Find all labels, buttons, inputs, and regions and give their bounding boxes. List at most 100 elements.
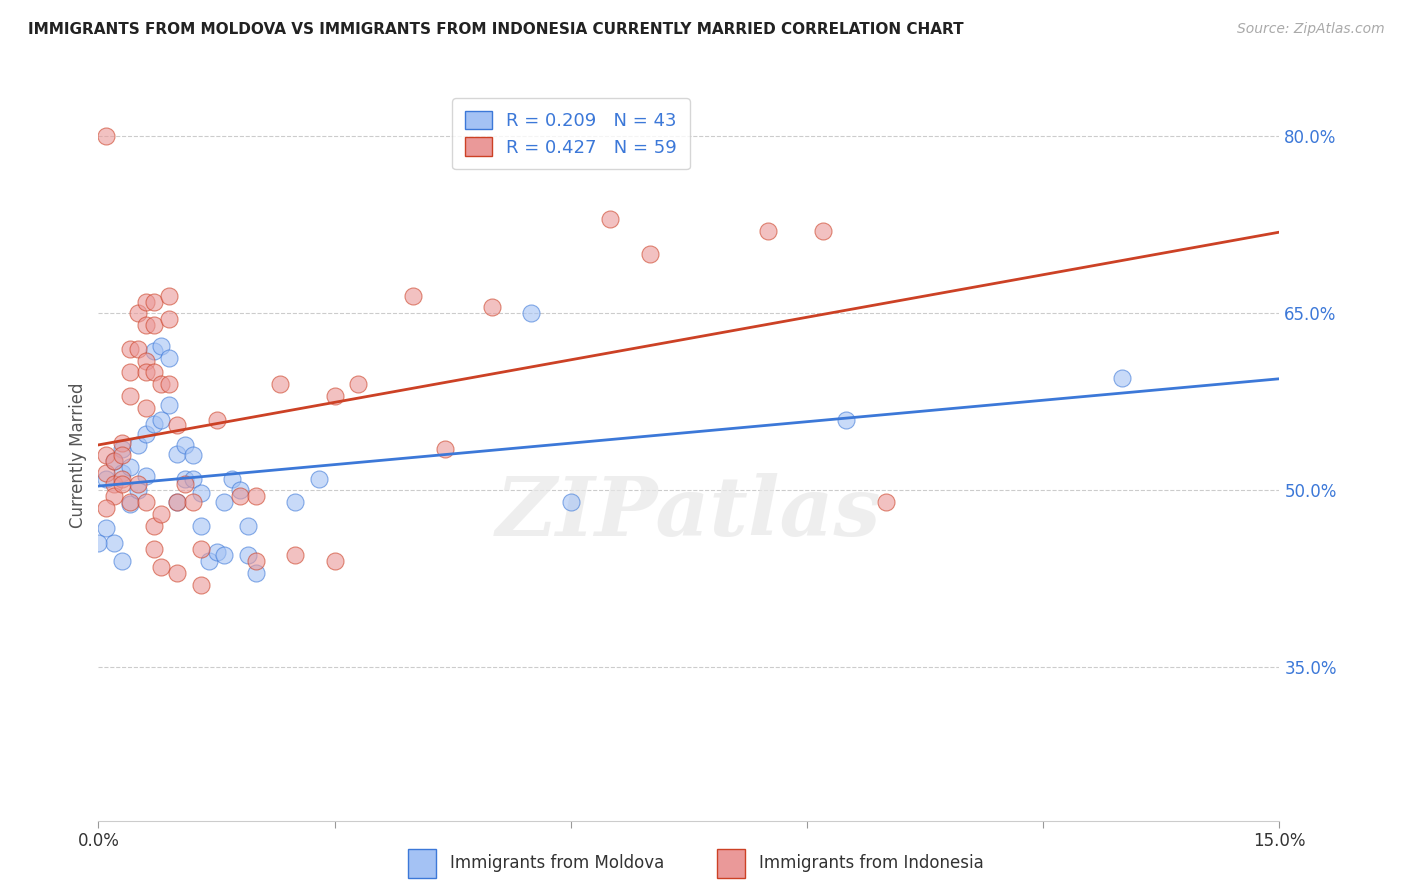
Point (111, 477, 134, 491)
Bar (408, 849, 436, 878)
Text: Immigrants from Indonesia: Immigrants from Indonesia (759, 855, 984, 872)
Point (835, 412, 858, 426)
Point (236, 548, 259, 562)
Point (811, 224, 834, 238)
Point (118, 365, 141, 379)
Point (181, 448, 204, 462)
Point (118, 495, 141, 509)
Point (229, 483, 252, 498)
Point (236, 518, 259, 533)
Point (150, 560, 173, 574)
Point (166, 447, 188, 461)
Point (142, 318, 165, 333)
Point (142, 365, 165, 379)
Point (118, 389, 141, 403)
Point (245, 489, 267, 503)
Point (150, 412, 173, 426)
Point (433, 442, 456, 456)
Point (96, 501, 118, 516)
Point (174, 438, 197, 452)
Point (638, 247, 661, 261)
Point (142, 417, 165, 432)
Point (150, 339, 173, 353)
Legend: R = 0.209   N = 43, R = 0.427   N = 59: R = 0.209 N = 43, R = 0.427 N = 59 (453, 98, 689, 169)
Point (347, 377, 370, 392)
Point (118, 459, 141, 474)
Point (111, 442, 134, 456)
Y-axis label: Currently Married: Currently Married (69, 382, 87, 528)
Point (96, 521, 118, 535)
Text: ZIPatlas: ZIPatlas (496, 474, 882, 553)
Point (103, 489, 125, 503)
Point (135, 469, 157, 483)
Point (181, 471, 204, 485)
Text: Source: ZipAtlas.com: Source: ZipAtlas.com (1237, 22, 1385, 37)
Point (875, 495, 897, 509)
Point (150, 377, 173, 392)
Point (245, 566, 267, 580)
Point (284, 548, 307, 562)
Point (103, 454, 125, 468)
Point (599, 211, 621, 226)
Point (103, 454, 125, 468)
Text: IMMIGRANTS FROM MOLDOVA VS IMMIGRANTS FROM INDONESIA CURRENTLY MARRIED CORRELATI: IMMIGRANTS FROM MOLDOVA VS IMMIGRANTS FR… (28, 22, 963, 37)
Point (284, 495, 307, 509)
Point (157, 312, 180, 326)
Point (135, 495, 157, 509)
Point (111, 471, 134, 485)
Point (1111, 371, 1133, 385)
Point (221, 471, 243, 485)
Point (205, 544, 228, 558)
Point (96, 129, 118, 144)
Point (142, 294, 165, 309)
Point (135, 318, 157, 333)
Point (96, 448, 118, 462)
Point (135, 353, 157, 368)
Point (96, 466, 118, 480)
Point (520, 306, 543, 320)
Point (269, 377, 291, 392)
Point (127, 477, 149, 491)
Point (229, 489, 252, 503)
Point (142, 344, 165, 359)
Bar (717, 849, 745, 878)
Point (181, 495, 204, 509)
Point (96, 471, 118, 485)
Point (323, 554, 346, 568)
Point (166, 495, 188, 509)
Point (174, 477, 197, 491)
Point (127, 306, 149, 320)
Point (214, 495, 236, 509)
Point (142, 518, 165, 533)
Point (142, 542, 165, 557)
Point (166, 495, 188, 509)
Point (150, 507, 173, 521)
Point (308, 471, 330, 485)
Point (190, 542, 212, 557)
Point (127, 483, 149, 498)
Point (127, 342, 149, 356)
Point (157, 351, 180, 366)
Point (87, 536, 110, 550)
Point (560, 495, 582, 509)
Point (135, 294, 157, 309)
Point (111, 448, 134, 462)
Point (166, 418, 188, 433)
Point (402, 288, 425, 302)
Point (157, 398, 180, 412)
Point (157, 288, 180, 302)
Point (245, 554, 267, 568)
Point (118, 342, 141, 356)
Point (135, 426, 157, 441)
Point (135, 401, 157, 415)
Point (174, 471, 197, 485)
Point (103, 477, 125, 491)
Point (756, 224, 779, 238)
Point (118, 498, 141, 512)
Point (127, 438, 149, 452)
Point (205, 412, 228, 426)
Point (190, 577, 212, 591)
Point (190, 485, 212, 500)
Point (111, 554, 134, 568)
Text: Immigrants from Moldova: Immigrants from Moldova (450, 855, 664, 872)
